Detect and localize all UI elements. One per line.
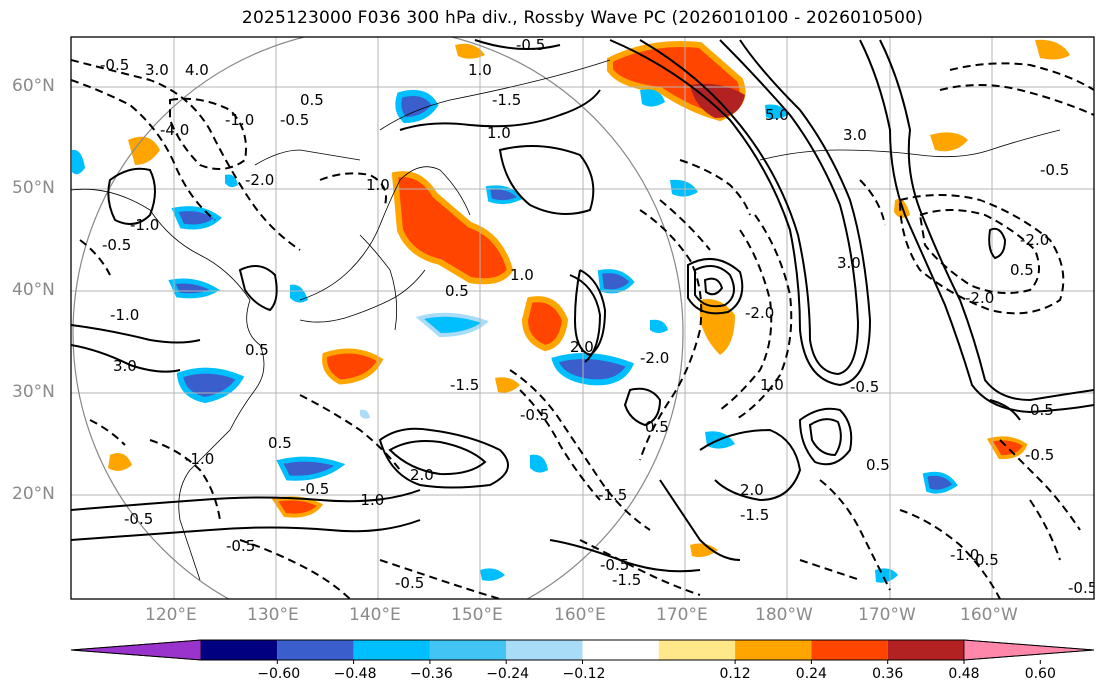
colorbar-tick-label: 0.36: [872, 666, 904, 682]
colorbar-tick-label: −0.60: [257, 666, 301, 682]
contour-label: -1.0: [110, 306, 139, 324]
contour-label: 3.0: [113, 357, 137, 375]
contour-labels: 3.0 3.0 -2.0 -0.5 0.5 -0.5 -0.5 -0.5 2.0…: [100, 36, 1097, 597]
contour-label: 0.5: [268, 434, 292, 452]
contour-label: -1.0: [130, 216, 159, 234]
contour-label: 0.5: [645, 418, 669, 436]
contour-label: -0.5: [1025, 446, 1054, 464]
colorbar-tick-label: 0.12: [719, 666, 751, 682]
shading-layer: [72, 39, 1070, 583]
colorbar-tick-label: −0.36: [409, 666, 453, 682]
contour-label: -1.5: [740, 506, 769, 524]
contour-label: -2.0: [640, 349, 669, 367]
contour-label: -0.5: [102, 236, 131, 254]
lat-label: 20°N: [12, 484, 55, 504]
colorbar-tick-label: 0.60: [1024, 666, 1056, 682]
lon-label: 170°E: [656, 605, 708, 625]
contour-label: -1.0: [225, 111, 254, 129]
contour-label: -0.5: [850, 378, 879, 396]
contour-label: 2.0: [570, 338, 594, 356]
map-frame: [70, 36, 1095, 600]
contour-label: -0.5: [280, 111, 309, 129]
contour-label: 3.0: [837, 254, 861, 272]
contour-label: -1.0: [355, 491, 384, 509]
contour-label: 1.0: [468, 61, 492, 79]
colorbar-tick-label: −0.12: [562, 666, 606, 682]
contour-label: 0.5: [245, 341, 269, 359]
contour-label: 0.5: [445, 282, 469, 300]
lon-label: 140°E: [349, 605, 401, 625]
graticule: [71, 37, 1094, 599]
contour-label: 2.0: [410, 466, 434, 484]
contour-label: 0.5: [1030, 401, 1054, 419]
contour-label: -1.0: [950, 546, 979, 564]
lat-label: 50°N: [12, 178, 55, 198]
contour-label: -0.5: [226, 537, 255, 555]
contour-label: -2.0: [965, 289, 994, 307]
contour-label: 0.5: [1010, 261, 1034, 279]
lon-label: 160°W: [960, 605, 1018, 625]
contour-label: 0.5: [975, 551, 999, 569]
colorbar-tick-label: 0.48: [948, 666, 980, 682]
contour-label: -0.5: [516, 36, 545, 54]
contour-label: 1.0: [487, 124, 511, 142]
contour-label: 1.0: [510, 266, 534, 284]
contour-label: -0.5: [600, 556, 629, 574]
contour-label: -0.5: [1068, 579, 1097, 597]
contour-label: 0.5: [300, 91, 324, 109]
contour-label: -1.5: [598, 486, 627, 504]
contour-label: 4.0: [185, 61, 209, 79]
lon-label: 120°E: [145, 605, 197, 625]
contour-label: -0.5: [300, 480, 329, 498]
contour-label: 1.0: [366, 176, 390, 194]
contour-label: -1.0: [185, 450, 214, 468]
contour-label: -0.5: [1040, 161, 1069, 179]
contours-negative: [71, 59, 1094, 599]
contour-label: 1.0: [760, 376, 784, 394]
coastlines: [71, 59, 1061, 581]
contour-label: -0.5: [100, 56, 129, 74]
contour-label: 2.0: [740, 481, 764, 499]
colorbar-tick-label: −0.48: [333, 666, 377, 682]
lon-label: 150°E: [451, 605, 503, 625]
contour-label: -0.5: [124, 510, 153, 528]
contour-label: -2.0: [245, 171, 274, 189]
lon-label: 180°W: [755, 605, 813, 625]
contour-label: -0.5: [395, 574, 424, 592]
map-title: 2025123000 F036 300 hPa div., Rossby Wav…: [241, 8, 924, 28]
lat-label: 60°N: [12, 76, 55, 96]
lon-label: 130°E: [247, 605, 299, 625]
lon-label: 170°W: [858, 605, 916, 625]
colorbar-tick-label: −0.24: [486, 666, 530, 682]
contour-label: -2.0: [745, 304, 774, 322]
lon-label: 160°E: [554, 605, 606, 625]
lat-label: 30°N: [12, 382, 55, 402]
contour-label: -1.5: [492, 91, 521, 109]
contour-label: -1.5: [612, 571, 641, 589]
contour-label: 3.0: [145, 61, 169, 79]
contour-label: -4.0: [160, 121, 189, 139]
contour-label: 3.0: [843, 126, 867, 144]
contour-label: -1.5: [450, 376, 479, 394]
contour-label: -2.0: [1020, 231, 1049, 249]
lat-label: 40°N: [12, 280, 55, 300]
colorbar-tick-label: 0.24: [795, 666, 827, 682]
contour-label: 5.0: [765, 106, 789, 124]
contour-label: -0.5: [520, 406, 549, 424]
contour-label: 0.5: [866, 456, 890, 474]
